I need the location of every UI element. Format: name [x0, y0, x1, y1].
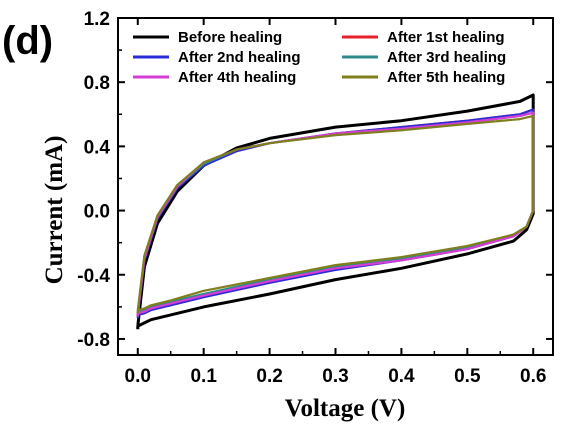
axes: 0.0 0.1 0.2 0.3 0.4 0.5 0.6 -0.8 -0.4 0.0 0.4 0.8 1.…	[77, 9, 554, 387]
plot-area	[136, 93, 535, 330]
x-tick-label: 0.1	[190, 366, 217, 387]
series-line-2	[136, 108, 535, 317]
y-tick-label: -0.8	[77, 330, 110, 351]
x-tick-label: 0.2	[256, 366, 282, 387]
y-tick-label: 0.4	[84, 137, 111, 158]
panel-label: (d)	[2, 19, 53, 63]
x-tick-label: 0.6	[520, 366, 546, 387]
legend-label-3: After 2nd healing	[178, 49, 301, 66]
x-tick-label: 0.3	[322, 366, 348, 387]
x-axis-title: Voltage (V)	[285, 395, 406, 422]
legend: Before healing After 1st healing After 2nd…	[133, 29, 506, 86]
legend-label-1: Before healing	[178, 29, 282, 46]
series-line-3	[136, 108, 535, 319]
legend-label-2: After 1st healing	[387, 29, 505, 46]
y-tick-label: 0.8	[84, 73, 110, 94]
x-tick-label: 0.4	[388, 366, 415, 387]
legend-label-5: After 4th healing	[178, 69, 296, 86]
series-line-5	[136, 111, 535, 317]
y-tick-label: -0.4	[77, 266, 110, 287]
y-tick-label: 0.0	[84, 202, 110, 223]
legend-label-4: After 3rd healing	[387, 49, 506, 66]
series-line-6	[136, 114, 535, 314]
x-tick-label: 0.0	[125, 366, 151, 387]
legend-label-6: After 5th healing	[387, 69, 505, 86]
series-line-1	[136, 93, 535, 330]
x-tick-label: 0.5	[454, 366, 481, 387]
series-line-4	[136, 111, 535, 315]
y-tick-label: 1.2	[84, 9, 110, 30]
y-axis-title: Current (mA)	[41, 136, 68, 285]
